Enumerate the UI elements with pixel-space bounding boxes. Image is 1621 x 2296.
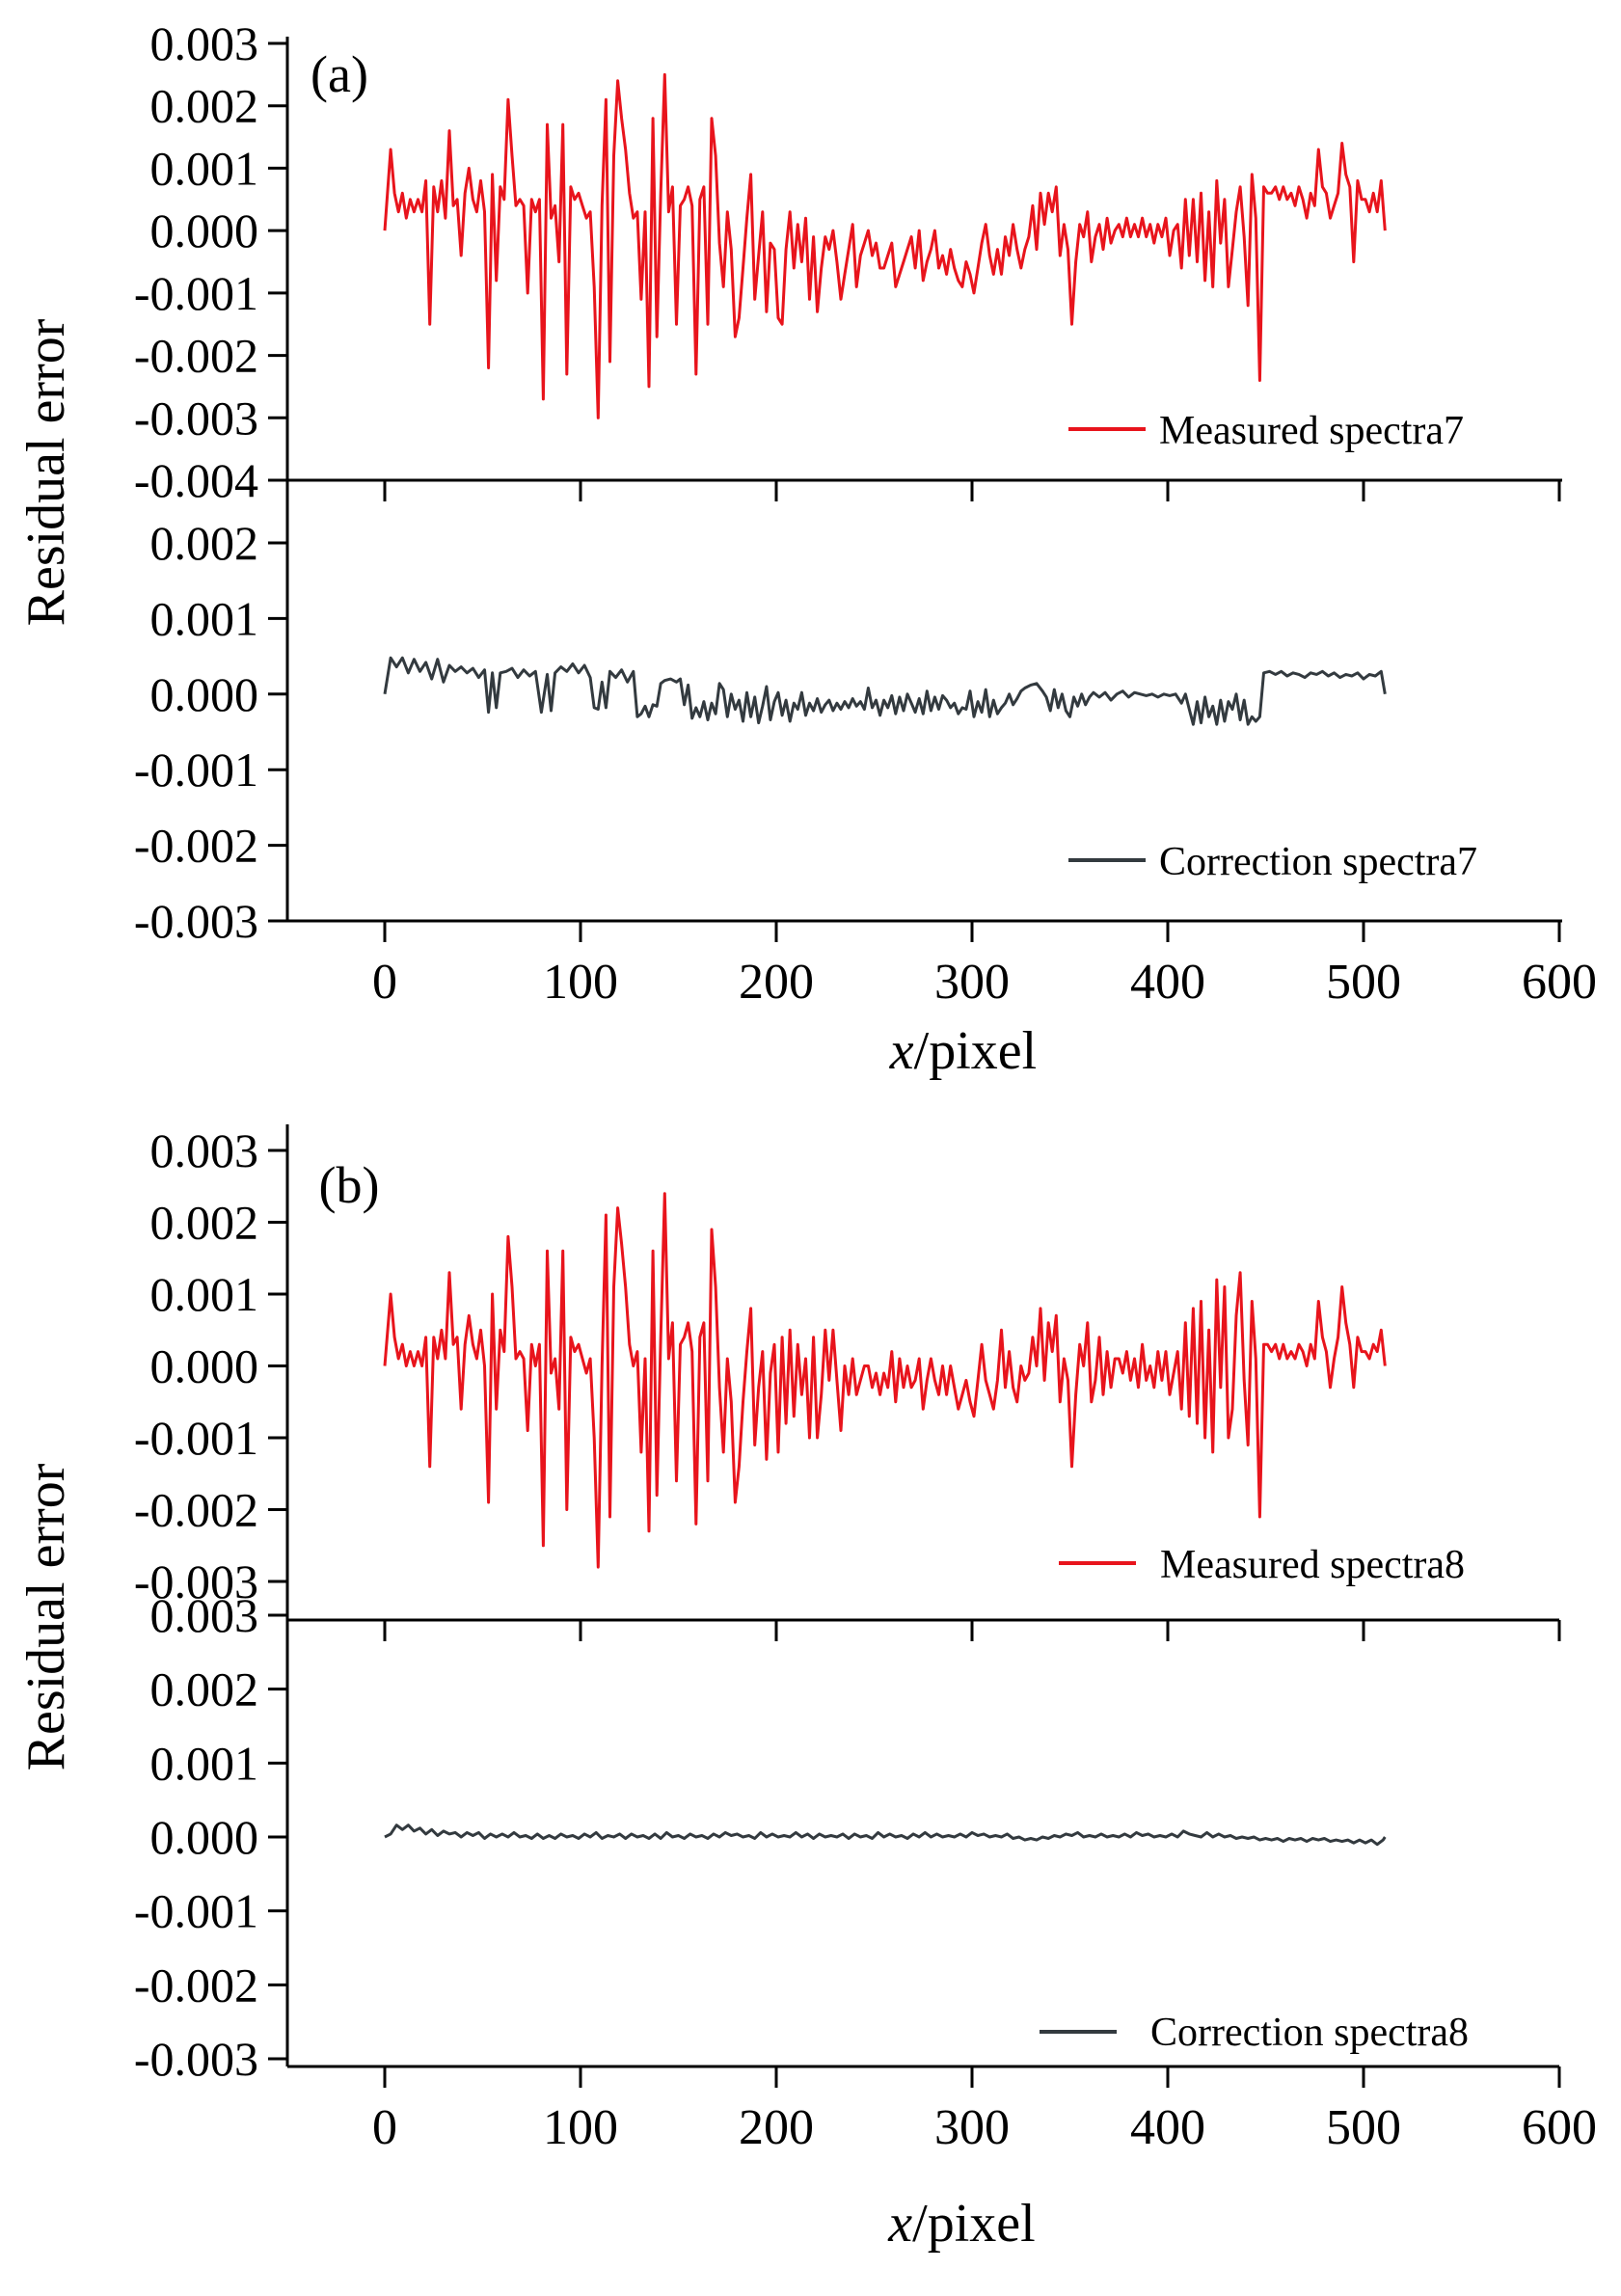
chart-panel-a: (a) 0.003 0.002 0.001 0.000 -0.001 -0.002 -0.00… [16, 16, 1597, 1081]
y-tick-label: 0.001 [150, 591, 259, 645]
legend-label: Measured spectra8 [1160, 1543, 1465, 1587]
y-tick-label: -0.001 [134, 266, 258, 320]
x-tick-label: 200 [739, 955, 814, 1010]
x-tick-label: 200 [739, 2100, 814, 2155]
x-tick-label: 400 [1130, 2100, 1205, 2155]
x-axis-title: x/pixel [887, 2194, 1035, 2254]
y-tick-label: 0.000 [150, 667, 259, 721]
y-tick-label: 0.000 [150, 203, 259, 257]
y-tick-label: -0.002 [134, 329, 258, 383]
y-tick-label: -0.002 [134, 1483, 258, 1537]
y-tick-label: -0.003 [134, 391, 258, 445]
y-tick-label: -0.002 [134, 819, 258, 873]
subplot-measured: 0.003 0.002 0.001 0.000 -0.001 -0.002 -0.003 -0… [134, 16, 1562, 507]
x-tick-label: 600 [1522, 2100, 1597, 2155]
legend-label: Correction spectra7 [1159, 840, 1477, 884]
y-tick-label: -0.003 [134, 1554, 258, 1608]
x-tick-label: 600 [1522, 955, 1597, 1010]
x-axis-title: x/pixel [889, 1021, 1037, 1081]
y-tick-label: -0.001 [134, 1411, 258, 1465]
y-tick-label: 0.002 [150, 1196, 259, 1250]
subplot-correction: 0.002 0.001 0.000 -0.001 -0.002 -0.003 Correct… [134, 516, 1562, 948]
x-tick-label: 500 [1326, 955, 1401, 1010]
panel-label: (b) [319, 1156, 380, 1214]
chart-panel-b: (b) 0.003 0.002 0.001 0.000 -0.001 -0.002 -0.00… [16, 1123, 1597, 2254]
x-tick-label: 100 [543, 2100, 618, 2155]
legend-label: Correction spectra8 [1150, 2011, 1469, 2055]
y-tick-label: 0.001 [150, 1736, 259, 1790]
y-tick-label: -0.001 [134, 743, 258, 797]
x-tick-label: 400 [1130, 955, 1205, 1010]
y-tick-label: 0.002 [150, 79, 259, 133]
x-tick-label: 500 [1326, 2100, 1401, 2155]
y-tick-label: -0.001 [134, 1884, 258, 1938]
y-tick-label: 0.003 [150, 16, 259, 70]
x-tick-label: 300 [934, 955, 1010, 1010]
y-tick-label: 0.000 [150, 1339, 259, 1393]
y-tick-label: 0.000 [150, 1810, 259, 1864]
series-line [383, 1192, 1387, 1569]
y-tick-label: -0.002 [134, 1958, 258, 2012]
y-axis-title: Residual error [16, 1463, 76, 1770]
y-tick-label: 0.002 [150, 516, 259, 570]
x-tick-label: 0 [372, 2100, 397, 2155]
y-tick-label: 0.003 [150, 1123, 259, 1177]
legend-label: Measured spectra7 [1159, 409, 1464, 453]
y-tick-label: 0.001 [150, 1267, 259, 1321]
x-tick-label: 100 [543, 955, 618, 1010]
x-tick-label: 300 [934, 2100, 1010, 2155]
y-tick-label: -0.004 [134, 453, 258, 507]
x-tick-label: 0 [372, 955, 397, 1010]
y-tick-label: -0.003 [134, 2032, 258, 2086]
series-line [384, 1823, 1387, 1847]
y-tick-label: 0.002 [150, 1662, 259, 1716]
series-line [383, 656, 1387, 726]
subplot-measured: 0.003 0.002 0.001 0.000 -0.001 -0.002 -0.003 Me… [134, 1123, 1561, 1641]
series-line [383, 72, 1387, 419]
y-axis-title: Residual error [16, 318, 76, 626]
y-tick-label: -0.003 [134, 894, 258, 948]
subplot-correction: 0.003 0.002 0.001 0.000 -0.001 -0.002 -0.003 Co… [134, 1588, 1561, 2088]
y-tick-label: 0.003 [150, 1588, 259, 1642]
panel-label: (a) [311, 45, 368, 103]
y-tick-label: 0.001 [150, 141, 259, 195]
